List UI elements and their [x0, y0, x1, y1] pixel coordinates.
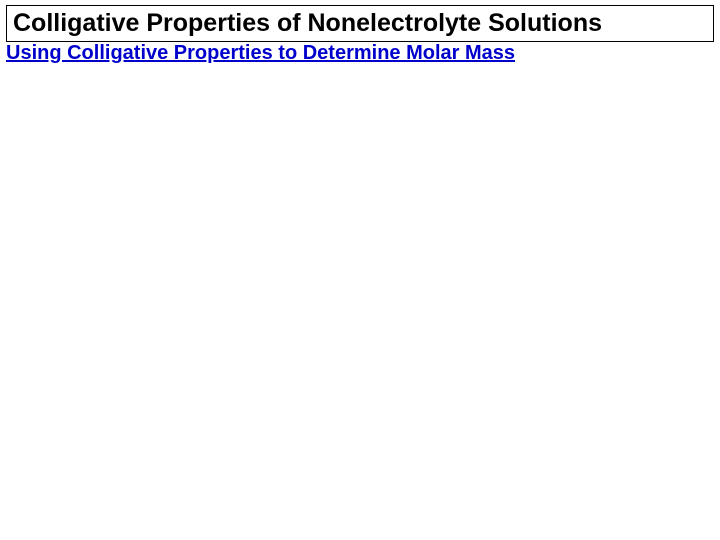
slide-subtitle: Using Colligative Properties to Determin…	[6, 42, 515, 64]
slide-title: Colligative Properties of Nonelectrolyte…	[13, 9, 707, 38]
subtitle-container: Using Colligative Properties to Determin…	[6, 42, 515, 65]
title-box: Colligative Properties of Nonelectrolyte…	[6, 5, 714, 42]
